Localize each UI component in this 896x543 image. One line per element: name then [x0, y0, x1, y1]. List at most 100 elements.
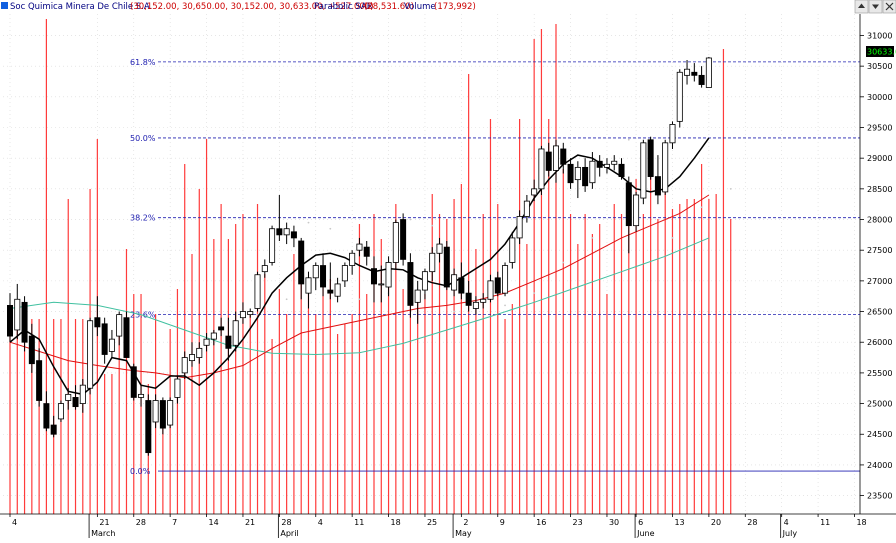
x-tick-label: 14 — [209, 518, 219, 527]
sar-point — [700, 206, 703, 209]
candle-body — [421, 271, 428, 291]
candle-body — [254, 274, 261, 309]
candle-body — [21, 301, 28, 343]
candle-body — [320, 265, 327, 288]
sar-point — [358, 298, 361, 301]
candle-body — [363, 246, 370, 257]
candle-body — [538, 148, 545, 190]
header-sar-value: (28,531.60) — [364, 2, 414, 12]
candle-body — [167, 400, 174, 426]
candle-body — [50, 424, 57, 435]
sar-point — [562, 261, 565, 264]
header-bar — [0, 0, 896, 13]
candle-body — [494, 277, 501, 294]
sar-point — [285, 298, 288, 301]
candle-body — [225, 335, 232, 349]
close-icon[interactable] — [882, 0, 896, 14]
candle-body — [72, 397, 79, 408]
series-color-icon — [1, 2, 8, 9]
candle-body — [305, 277, 312, 294]
candle-body — [65, 393, 72, 401]
y-tick-label: 23500 — [867, 492, 892, 501]
y-tick-label: 31000 — [867, 31, 892, 40]
candle-body — [472, 301, 479, 309]
candle-body — [79, 384, 86, 404]
candle-body — [298, 240, 305, 285]
y-tick-label: 26500 — [867, 308, 892, 317]
candle-body — [57, 403, 64, 420]
candle-body — [531, 188, 538, 196]
fib-level-label: 61.8% — [130, 58, 156, 67]
candle-body — [87, 320, 94, 389]
candle-body — [509, 237, 516, 263]
candle-body — [596, 160, 603, 168]
x-tick-label: 23 — [573, 518, 583, 527]
volume-bars — [9, 19, 732, 514]
x-tick-label: 9 — [500, 518, 505, 527]
sar-point — [533, 292, 536, 295]
candle-body — [174, 378, 181, 398]
x-tick-label: 18 — [856, 518, 866, 527]
candle-body — [94, 317, 101, 328]
candle-body — [553, 145, 560, 171]
candle-body — [676, 71, 683, 122]
candle-body — [574, 166, 581, 181]
y-tick-label: 28500 — [867, 185, 892, 194]
x-tick-label: 4 — [784, 518, 789, 527]
ma-mid-line — [9, 194, 710, 379]
candle-body — [356, 243, 363, 251]
candle-body — [414, 289, 421, 303]
y-tick-label: 28000 — [867, 216, 892, 225]
month-label: May — [455, 529, 472, 538]
x-tick-label: 28 — [747, 518, 757, 527]
month-label: June — [636, 529, 655, 538]
candle-body — [138, 393, 145, 398]
scroll-up-icon[interactable] — [854, 0, 869, 14]
sar-point — [256, 313, 259, 316]
candle-body — [203, 338, 210, 346]
y-tick-label: 30000 — [867, 93, 892, 102]
candle-body — [698, 74, 705, 85]
candle-body — [545, 151, 552, 171]
candle-body — [654, 176, 661, 196]
candle-body — [589, 160, 596, 184]
sar-point — [729, 187, 732, 190]
candle-body — [349, 252, 356, 266]
y-tick-label: 24500 — [867, 430, 892, 439]
candle-body — [188, 354, 195, 362]
scroll-down-icon[interactable] — [868, 0, 883, 14]
candle-body — [523, 200, 530, 217]
header-volume-label: Volume — [404, 2, 436, 12]
y-tick-label: 25000 — [867, 400, 892, 409]
sar-point — [431, 224, 434, 227]
sar-point — [409, 218, 412, 221]
candle-body — [392, 222, 399, 263]
month-label: March — [91, 529, 115, 538]
header-sar-label: Parabolic SAR — [314, 2, 373, 12]
candle-body — [327, 289, 334, 294]
candle-body — [123, 317, 130, 358]
x-tick-label: 2 — [463, 518, 468, 527]
candle-body — [611, 160, 618, 165]
candle-body — [232, 320, 239, 346]
candle-body — [603, 163, 610, 168]
candle-body — [181, 357, 188, 374]
candle-body — [196, 347, 203, 358]
x-tick-label: 11 — [820, 518, 830, 527]
x-tick-label: 6 — [638, 518, 643, 527]
candle-body — [283, 228, 290, 236]
axes: 23500 24000 24500 25000 25500 26000 26500 27000… — [0, 14, 896, 538]
y-tick-label: 26000 — [867, 338, 892, 347]
month-label: April — [280, 529, 298, 538]
candle-body — [487, 280, 494, 300]
candle-body — [28, 335, 35, 365]
candle-body — [152, 400, 159, 423]
x-tick-label: 4 — [12, 518, 17, 527]
y-tick-label: 29000 — [867, 154, 892, 163]
candle-body — [239, 311, 246, 319]
x-tick-label: 30 — [609, 518, 619, 527]
x-tick-label: 20 — [711, 518, 721, 527]
candle-body — [101, 323, 108, 355]
